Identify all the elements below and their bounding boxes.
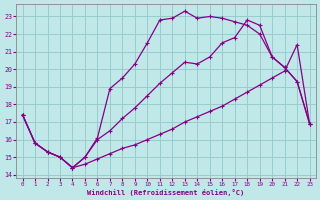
X-axis label: Windchill (Refroidissement éolien,°C): Windchill (Refroidissement éolien,°C) <box>87 189 245 196</box>
